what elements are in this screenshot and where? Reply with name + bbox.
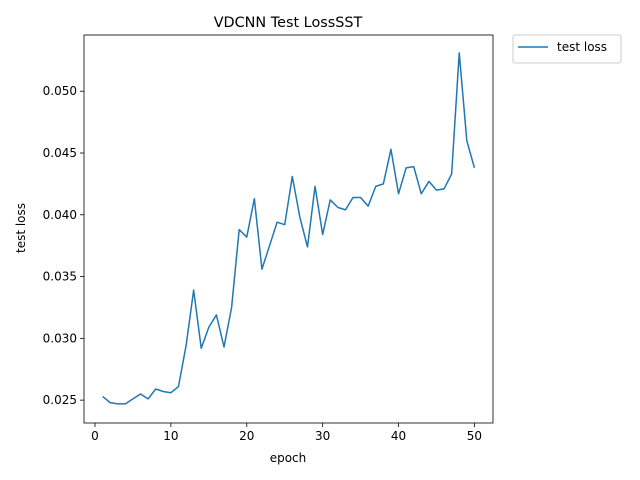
chart-title: VDCNN Test LossSST [214,15,363,31]
y-tick-label: 0.050 [43,84,77,98]
y-axis: 0.025 0.030 0.035 0.040 0.045 0.050 [43,84,84,407]
y-tick-label: 0.040 [43,208,77,222]
legend-box [512,34,622,64]
legend-label: test loss [557,40,607,54]
x-tick-label: 0 [91,429,99,443]
y-tick-label: 0.045 [43,146,77,160]
plot-frame [83,34,494,424]
y-tick-label: 0.035 [43,270,77,284]
x-axis-label: epoch [270,451,307,465]
legend: test loss [512,34,622,64]
x-tick-label: 20 [239,429,254,443]
plot-area [102,52,476,405]
x-tick-label: 30 [315,429,330,443]
x-tick-label: 40 [391,429,406,443]
x-tick-label: 50 [467,429,482,443]
x-tick-label: 10 [163,429,178,443]
y-tick-label: 0.030 [43,331,77,345]
series-line-test-loss [102,52,476,405]
y-tick-label: 0.025 [43,393,77,407]
y-axis-label: test loss [14,203,28,253]
x-axis: 0 10 20 30 40 50 [91,423,482,443]
